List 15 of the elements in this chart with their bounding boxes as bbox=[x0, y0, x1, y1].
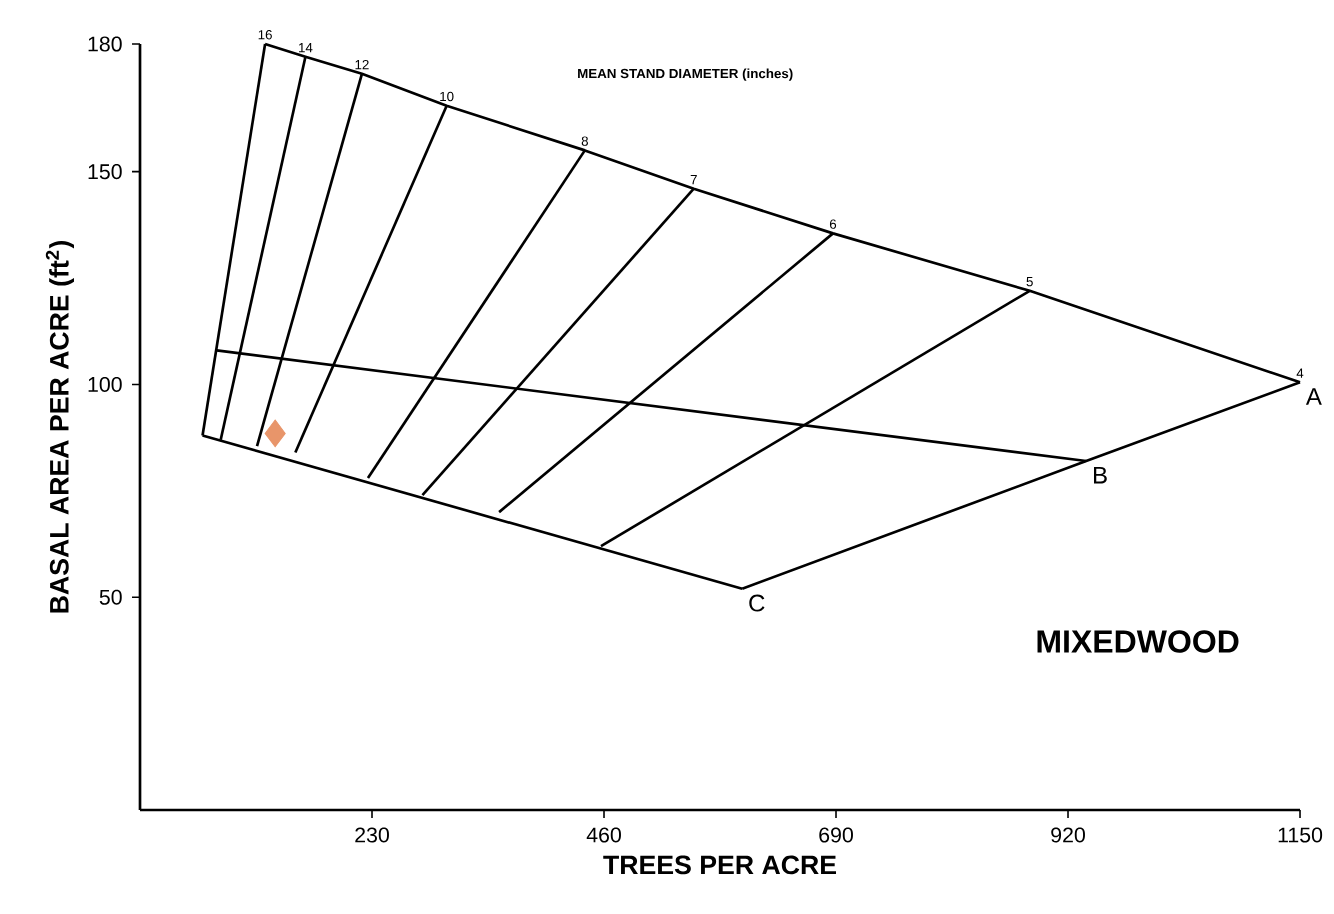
annotation: A bbox=[1305, 388, 1322, 405]
x-tick-label: 230 bbox=[355, 827, 389, 843]
y-tick-label: 150 bbox=[88, 164, 122, 180]
annotation: MIXEDWOOD bbox=[1037, 630, 1239, 653]
x-tick-label: 460 bbox=[586, 827, 621, 843]
x-tick-label: 690 bbox=[819, 827, 853, 843]
x-axis-title: TREES PER ACRE bbox=[603, 855, 837, 875]
annotation: C bbox=[749, 594, 765, 612]
y-axis-title: BASAL AREA PER ACRE (ft$^{2}$) bbox=[45, 240, 74, 613]
annotation: B bbox=[1094, 466, 1107, 484]
x-tick-label: 920 bbox=[1051, 827, 1085, 843]
y-tick-label: 50 bbox=[99, 589, 122, 605]
y-tick-label: 100 bbox=[88, 376, 122, 392]
y-tick-label: 180 bbox=[88, 36, 122, 52]
x-tick-label: 1150 bbox=[1278, 827, 1323, 843]
